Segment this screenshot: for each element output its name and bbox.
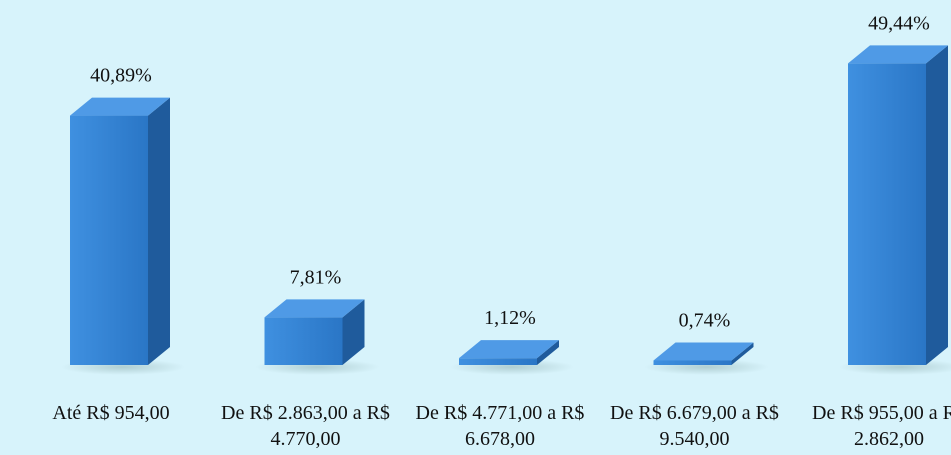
bar-top: [70, 97, 170, 116]
bar-top: [848, 45, 948, 64]
bar-side: [148, 97, 170, 366]
bar-side: [537, 340, 559, 365]
category-label: Até R$ 954,00: [52, 402, 170, 424]
value-label: 7,81%: [290, 266, 342, 288]
bar-side: [342, 299, 365, 365]
bar-front: [70, 115, 148, 365]
bar-side: [926, 45, 948, 365]
category-label: De R$ 2.863,00 a R$ 4.770,00: [221, 402, 390, 450]
bar: [848, 45, 948, 365]
value-label: 0,74%: [679, 309, 731, 331]
bar-front: [264, 317, 343, 365]
bar: [264, 299, 365, 365]
value-label: 1,12%: [484, 307, 536, 329]
bar-top: [459, 340, 559, 359]
value-label: 40,89%: [90, 65, 152, 87]
bar: [70, 97, 170, 366]
category-label: De R$ 4.771,00 a R$ 6.678,00: [415, 402, 585, 450]
bar-top: [264, 299, 365, 318]
bar-front: [848, 63, 926, 365]
bar-front: [653, 360, 732, 365]
bar: [459, 340, 559, 365]
category-label: De R$ 6.679,00 a R$ 9.540,00: [610, 402, 779, 450]
bar-side: [731, 342, 754, 365]
category-label: De R$ 955,00 a R$ 2.862,00: [812, 402, 951, 450]
bar-front: [459, 358, 537, 365]
value-label: 49,44%: [868, 12, 930, 34]
bar: [653, 342, 754, 365]
bar-top: [653, 342, 754, 361]
